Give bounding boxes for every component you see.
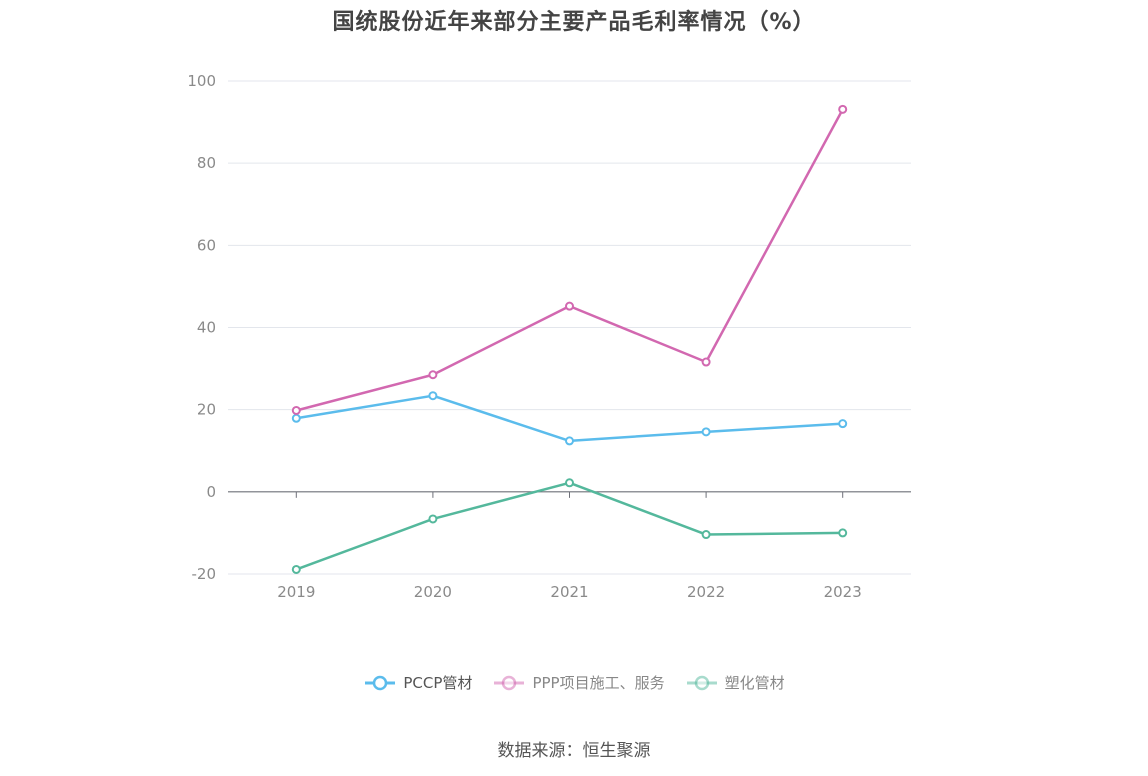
data-point[interactable] <box>701 530 711 540</box>
series-line <box>296 394 843 443</box>
y-tick-label: -20 <box>192 565 217 583</box>
x-tick-label: 2023 <box>824 583 862 601</box>
data-point[interactable] <box>838 419 848 429</box>
data-point[interactable] <box>565 301 574 311</box>
y-tick-label: 100 <box>187 72 216 90</box>
legend-marker-ppp-icon <box>494 675 525 690</box>
y-tick-label: 0 <box>206 483 216 501</box>
data-point[interactable] <box>428 514 438 524</box>
legend-marker-pccp-icon <box>365 675 396 690</box>
legend-label-pccp: PCCP管材 <box>403 674 473 692</box>
series-layer <box>291 104 848 574</box>
data-point[interactable] <box>291 405 301 415</box>
data-point[interactable] <box>565 478 574 488</box>
legend-item-plastic[interactable]: 塑化管材 <box>685 672 785 693</box>
data-point[interactable] <box>565 436 574 446</box>
legend-marker-plastic-icon <box>686 675 717 690</box>
axis-layer: -20 0 20 40 60 80 100 2019 2020 2021 2022 2023 <box>187 72 911 601</box>
data-point[interactable] <box>291 564 301 574</box>
legend-label-plastic: 塑化管材 <box>724 674 785 692</box>
data-point[interactable] <box>701 357 711 367</box>
x-tick-label: 2021 <box>550 583 588 601</box>
data-point[interactable] <box>701 427 711 437</box>
data-point[interactable] <box>428 391 438 401</box>
y-tick-label: 80 <box>197 154 216 172</box>
x-tick-label: 2019 <box>277 583 315 601</box>
y-tick-label: 40 <box>197 319 216 337</box>
data-point[interactable] <box>428 370 438 380</box>
data-point[interactable] <box>838 528 848 538</box>
grid-layer <box>228 80 911 575</box>
data-point[interactable] <box>291 413 301 423</box>
legend: PCCP管材 PPP项目施工、服务 塑化管材 <box>0 672 1148 693</box>
legend-item-ppp[interactable]: PPP项目施工、服务 <box>492 672 665 693</box>
y-tick-label: 20 <box>197 401 216 419</box>
series-line <box>295 108 844 412</box>
source-note: 数据来源：恒生聚源 <box>497 741 651 761</box>
data-point[interactable] <box>838 104 848 114</box>
y-tick-label: 60 <box>197 236 216 254</box>
x-tick-label: 2020 <box>414 583 452 601</box>
x-tick-label: 2022 <box>687 583 725 601</box>
chart-title: 国统股份近年来部分主要产品毛利率情况（%） <box>332 10 816 35</box>
legend-item-pccp[interactable]: PCCP管材 <box>363 672 472 693</box>
legend-label-ppp: PPP项目施工、服务 <box>532 674 665 692</box>
